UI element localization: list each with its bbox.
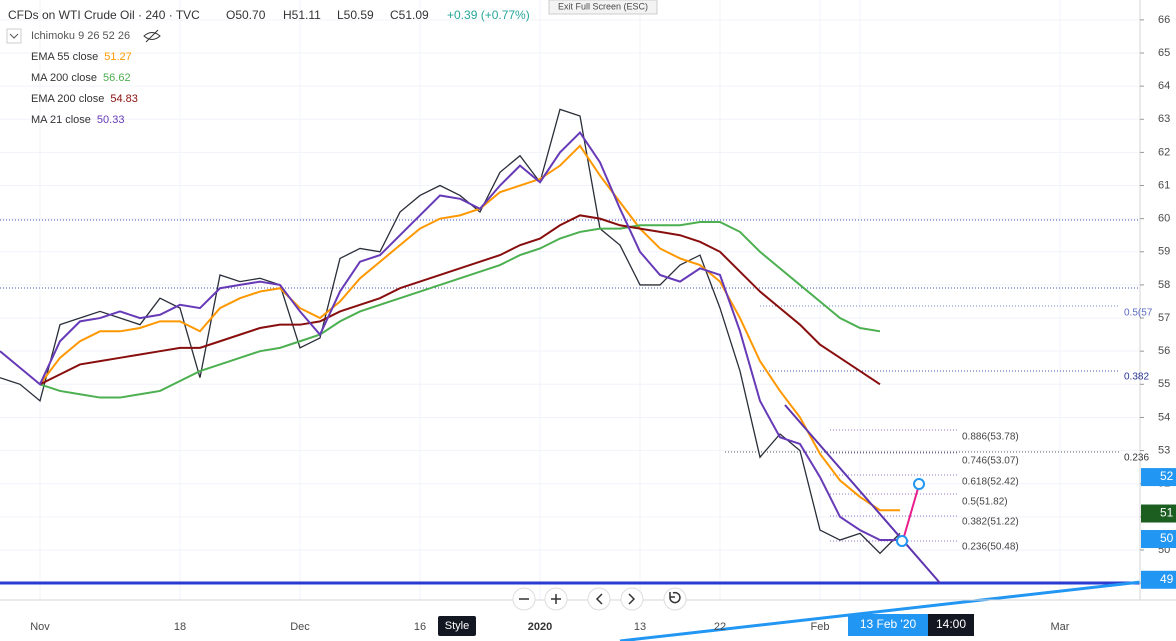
fib-label: 0.618(52.42) (962, 477, 1019, 488)
legend-name: MA 200 close (31, 72, 97, 84)
x-tick-label: Feb (811, 621, 830, 633)
x-tick-label: 13 (634, 621, 646, 633)
price-line (0, 108, 901, 555)
crosshair-time: 14:00 (936, 617, 966, 631)
hide-icon[interactable] (143, 29, 161, 43)
indicator-line (39, 214, 881, 386)
legend-value: 54.83 (110, 93, 138, 105)
ohlc-low: L50.59 (337, 8, 374, 22)
y-tick-label: 66 (1158, 14, 1170, 26)
x-tick-label: 2020 (528, 621, 552, 633)
indicator-line (39, 220, 881, 399)
legend-value: 51.27 (104, 51, 132, 63)
fib-label: 0.382(51.22) (962, 517, 1019, 528)
rising-line (619, 576, 1176, 641)
x-tick-label: Dec (290, 621, 310, 633)
y-tick-label: 55 (1158, 378, 1170, 390)
y-axis: 4950515253545556575859606162636465665251… (1140, 14, 1176, 589)
fib-label: 0.746(53.07) (962, 456, 1019, 467)
legend-value: 56.62 (103, 72, 131, 84)
x-tick-label: 16 (414, 621, 426, 633)
fib-label: 0.886(53.78) (962, 432, 1019, 443)
grid (0, 0, 1140, 600)
fib-labels: 0.886(53.78) 0.746(53.07) 0.618(52.42) 0.5(… (962, 308, 1153, 553)
price-tag (1141, 504, 1176, 523)
y-tick-label: 61 (1158, 179, 1170, 191)
trend-line (784, 404, 941, 584)
icon (595, 593, 603, 605)
y-tick-label: 60 (1158, 213, 1170, 225)
projection-point (913, 478, 925, 490)
projection-arrow (902, 484, 920, 541)
x-tick-label: Mar (1051, 621, 1070, 633)
price-tag (1141, 530, 1176, 549)
collapse-button[interactable] (6, 28, 22, 44)
ichimoku: Ichimoku 9 26 52 26 (31, 30, 130, 42)
x-tick-label: Nov (30, 621, 50, 633)
ohlc-open: O50.70 (226, 8, 266, 22)
x-tick-label: 18 (174, 621, 186, 633)
y-tick-label: 56 (1158, 345, 1170, 357)
fib-label: 0.236(50.48) (962, 542, 1019, 553)
legend-name: EMA 55 close (31, 51, 98, 63)
crosshair-date: 13 Feb '20 (860, 617, 917, 631)
price-axis (1140, 0, 1176, 600)
icon (628, 593, 636, 605)
symbol: CFDs on WTI Crude Oil · 240 · TVC (8, 8, 200, 22)
exit-button[interactable] (548, 0, 658, 15)
y-tick-label: 64 (1158, 80, 1170, 92)
legend-name: MA 21 close (31, 114, 91, 126)
y-tick-label: 62 (1158, 146, 1170, 158)
price-tag (1141, 570, 1176, 589)
projection-point (896, 535, 908, 547)
fib-label: 0.5(51.82) (962, 497, 1008, 508)
icon (669, 591, 681, 604)
price-tag (1141, 468, 1176, 487)
y-tick-label: 59 (1158, 246, 1170, 258)
price-tag-label: 52 (1160, 469, 1174, 483)
ohlc-close: C51.09 (390, 8, 429, 22)
reset[interactable] (663, 587, 687, 611)
exit-label[interactable]: Exit Full Screen (ESC) (558, 1, 648, 11)
icon (551, 594, 561, 604)
price-tag-label: 51 (1160, 506, 1174, 520)
scroll-right[interactable] (620, 587, 644, 611)
legend-value: 50.33 (97, 114, 125, 126)
style-tooltip (438, 616, 476, 636)
crosshair-time-box (928, 614, 974, 636)
legend: EMA 55 close 51.27 MA 200 close 56.62 EMA 20… (31, 51, 138, 126)
y-tick-label: 57 (1158, 312, 1170, 324)
side-label: 0.236 (1124, 453, 1149, 464)
scroll-left[interactable] (587, 587, 611, 611)
style-tooltip-text: Style (445, 620, 469, 632)
side-label: 0.382 (1124, 372, 1149, 383)
price-tag-label: 49 (1160, 572, 1174, 586)
y-tick-label: 58 (1158, 279, 1170, 291)
legend-name: EMA 200 close (31, 93, 104, 105)
change: +0.39 (+0.77%) (447, 8, 530, 22)
series-lines (0, 108, 901, 555)
zoom-controls (512, 587, 687, 611)
x-axis: Nov18Dec1620201322Feb12Mar (30, 621, 1070, 633)
ohlc-high: H51.11 (283, 8, 321, 22)
y-tick-label: 54 (1158, 411, 1170, 423)
x-tick-label: 22 (714, 621, 726, 633)
price-tag-label: 50 (1160, 531, 1174, 545)
side-label: 0.5(57 (1124, 308, 1153, 319)
y-tick-label: 63 (1158, 113, 1170, 125)
indicator-line (39, 144, 900, 512)
y-tick-label: 65 (1158, 47, 1170, 59)
chevron (9, 33, 19, 39)
y-tick-label: 53 (1158, 444, 1170, 456)
indicator-line (0, 130, 900, 542)
